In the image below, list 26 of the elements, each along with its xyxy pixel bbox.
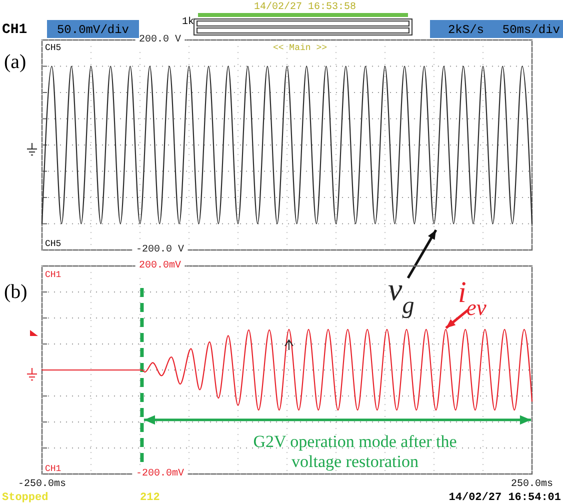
y-tick-label: 200.0 V (138, 34, 182, 46)
annotation: CH1 (45, 464, 62, 474)
x-tick-label: 250.0ms (510, 479, 554, 490)
annotation: CH5 (45, 43, 62, 53)
text: (b) (4, 281, 28, 303)
line-series (41, 328, 533, 411)
annotation: CH5 (45, 239, 62, 249)
text: 50.0mV/div (56, 23, 130, 37)
y-tick-label: -200.0 V (136, 244, 184, 256)
text: 212 (140, 492, 160, 504)
series-label: i$_{ev}$ (458, 276, 486, 320)
y-tick-label: 200.0mV (138, 260, 182, 272)
text: 1k (182, 16, 194, 28)
x-tick-label: -250.0ms (18, 479, 66, 490)
text: 14/02/27 16:54:01 (448, 492, 562, 504)
text: 50ms/div (502, 23, 560, 37)
series-label: v$_{g}$ (388, 271, 414, 319)
annotation: G2V operation mode after the voltage restoration (253, 432, 457, 471)
text: CH1 (2, 22, 28, 38)
text: 14/02/27 16:53:58 (254, 1, 356, 13)
y-tick-label: -200.0mV (136, 468, 184, 480)
text: 2kS/s (448, 23, 484, 37)
text: Stopped (2, 492, 48, 504)
text: (a) (4, 51, 26, 73)
annotation: CH1 (45, 270, 62, 280)
annotation: << Main >> (272, 43, 328, 53)
